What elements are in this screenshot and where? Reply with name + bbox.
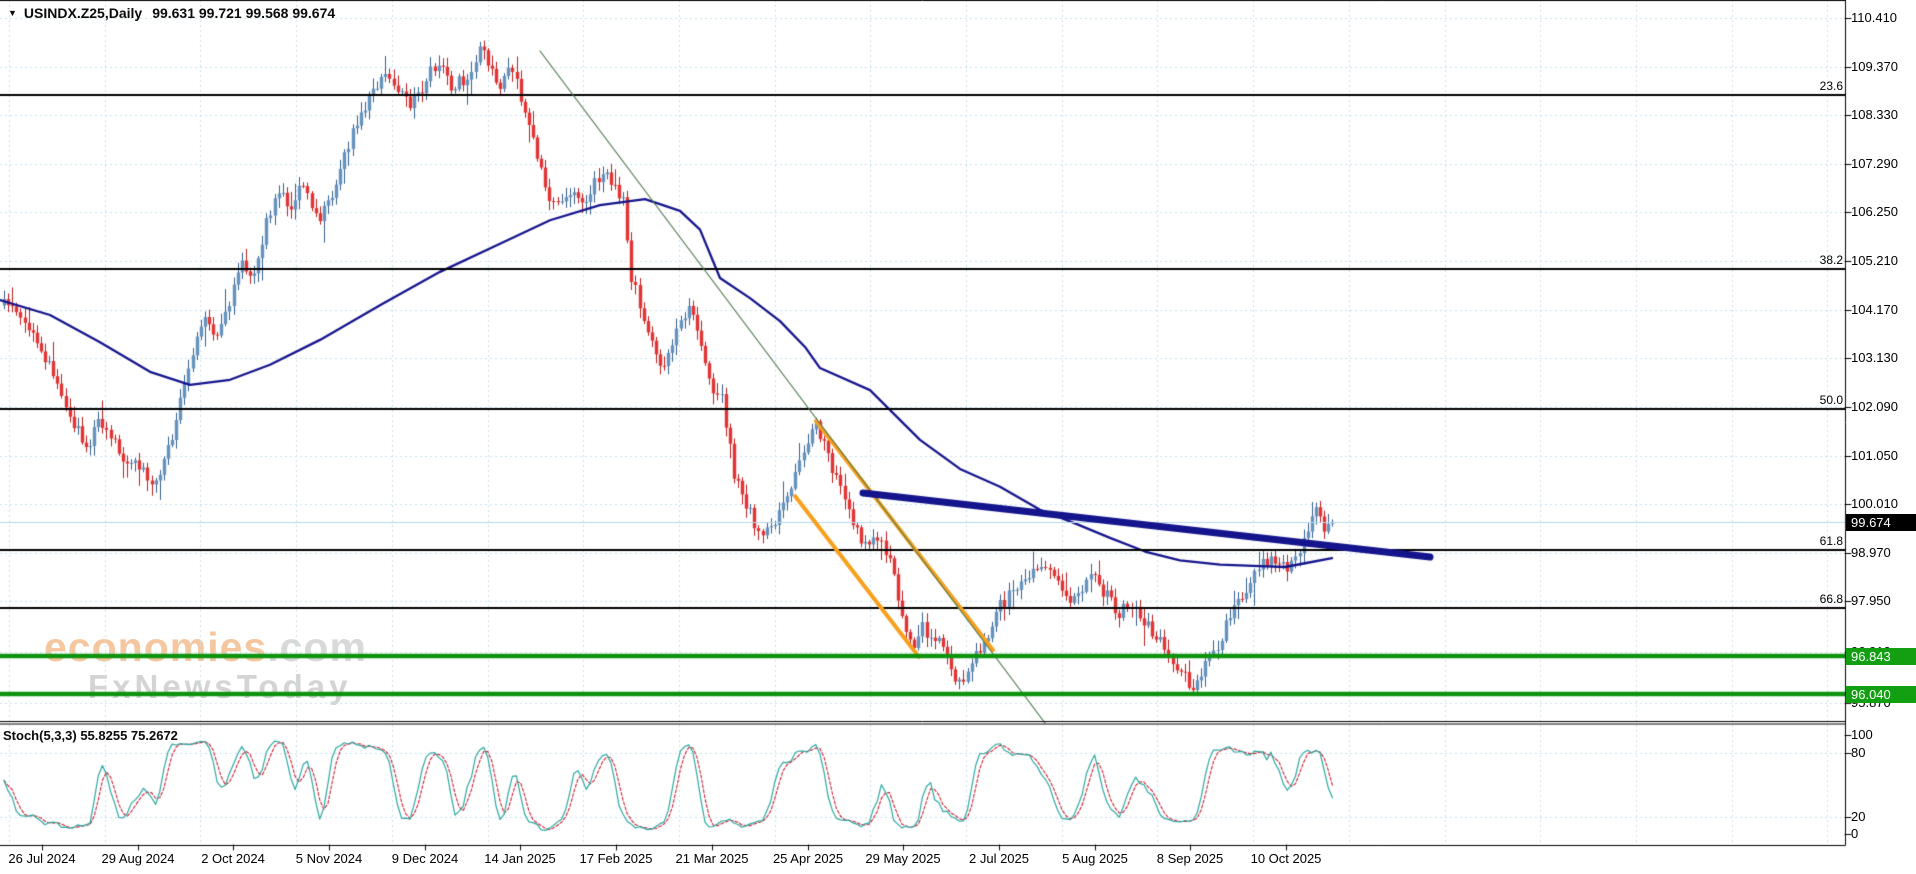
time-axis-label: 25 Apr 2025	[772, 851, 844, 866]
price-axis-label: 109.370	[1851, 58, 1898, 74]
time-axis-label: 8 Sep 2025	[1156, 851, 1224, 866]
price-axis-label: 104.170	[1851, 301, 1898, 317]
fib-level-label: 66.8	[1819, 592, 1843, 606]
fib-level-label: 38.2	[1819, 253, 1843, 267]
fib-level-label: 23.6	[1819, 79, 1843, 93]
fib-level-label: 61.8	[1819, 534, 1843, 548]
time-axis-label: 29 Aug 2024	[101, 851, 175, 866]
price-axis-label: 102.090	[1851, 399, 1898, 414]
time-axis-label: 17 Feb 2025	[579, 851, 653, 866]
stoch-scale-label: 100	[1851, 727, 1873, 742]
price-axis-label: 106.250	[1851, 204, 1898, 219]
time-axis-label: 2 Jul 2025	[969, 851, 1029, 866]
stochastic-values: 55.8255 75.2672	[80, 728, 178, 743]
fib-level-label: 50.0	[1819, 393, 1843, 407]
chart-title: ▼ USINDX.Z25,Daily 99.631 99.721 99.568 99…	[8, 5, 335, 21]
time-axis-label: 5 Nov 2024	[295, 851, 363, 866]
time-axis-label: 10 Oct 2025	[1250, 851, 1322, 866]
time-axis-label: 2 Oct 2024	[201, 851, 265, 866]
current-price-badge: 99.674	[1846, 513, 1916, 531]
price-axis-label: 108.330	[1851, 107, 1898, 122]
support-price-badge: 96.843	[1846, 647, 1916, 665]
stoch-scale-label: 20	[1851, 809, 1866, 824]
symbol-dropdown-icon[interactable]: ▼	[8, 8, 17, 18]
time-axis-label: 9 Dec 2024	[391, 851, 459, 866]
stoch-scale-label: 80	[1851, 745, 1866, 760]
time-axis-label: 5 Aug 2025	[1062, 851, 1128, 866]
stochastic-name: Stoch(5,3,3)	[3, 728, 77, 743]
price-axis-label: 110.410	[1851, 10, 1898, 25]
price-axis-label: 103.130	[1851, 350, 1898, 365]
symbol-timeframe-label: USINDX.Z25,Daily	[23, 5, 143, 21]
support-price-badge: 96.040	[1846, 685, 1916, 703]
price-axis-label: 107.290	[1851, 155, 1898, 171]
time-axis-label: 14 Jan 2025	[484, 851, 556, 866]
stochastic-indicator-label: Stoch(5,3,3) 55.8255 75.2672	[3, 728, 178, 743]
ohlc-quote-label: 99.631 99.721 99.568 99.674	[152, 5, 336, 21]
stoch-scale-label: 0	[1851, 826, 1859, 841]
time-axis-label: 26 Jul 2024	[8, 851, 76, 866]
time-axis-label: 21 Mar 2025	[675, 851, 749, 866]
price-axis-label: 101.050	[1851, 447, 1898, 463]
price-axis-label: 105.210	[1851, 253, 1898, 268]
price-axis-label: 98.970	[1851, 544, 1891, 560]
price-axis-label: 100.010	[1851, 496, 1898, 511]
time-axis-label: 29 May 2025	[865, 851, 941, 866]
price-axis-label: 97.950	[1851, 593, 1891, 608]
